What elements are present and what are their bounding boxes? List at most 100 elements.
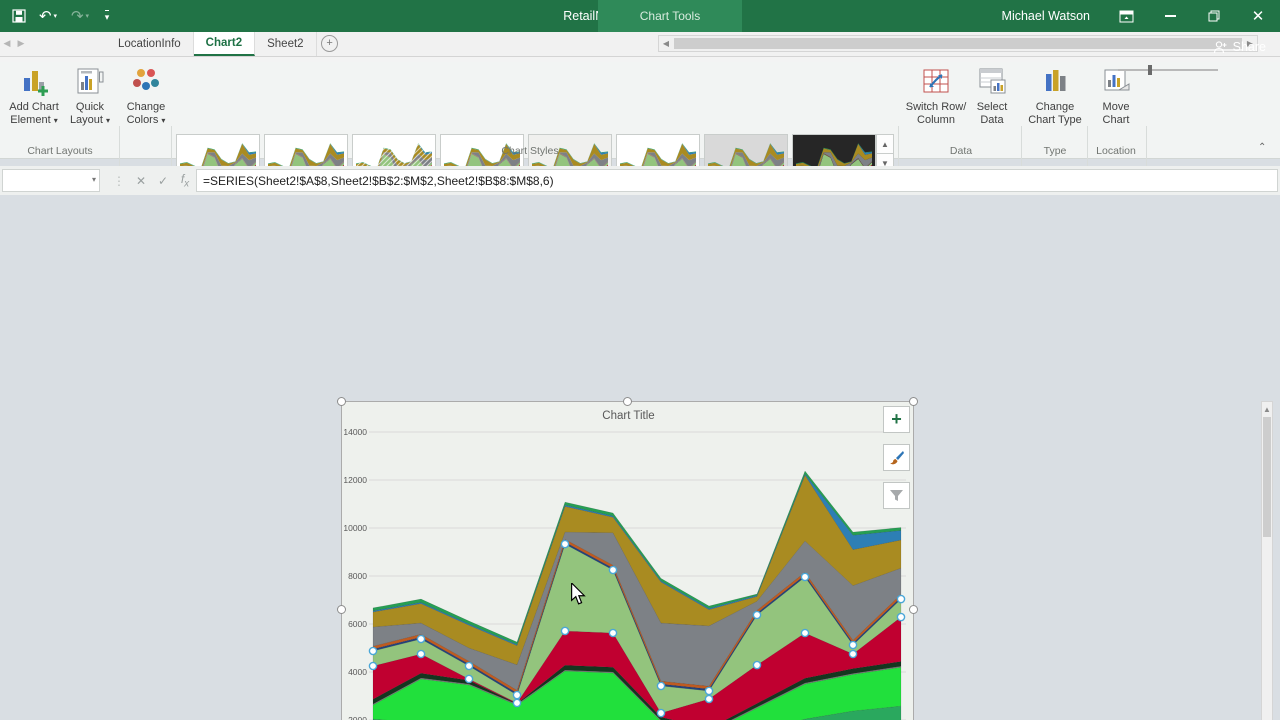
gallery-scroll-up-button[interactable]: ▲ — [876, 134, 894, 154]
series-selection-handle[interactable] — [752, 660, 762, 670]
scroll-up-icon[interactable]: ▲ — [1263, 404, 1271, 414]
chart-tools-context-label: Chart Tools — [598, 0, 742, 32]
name-box[interactable]: ▾ — [2, 169, 100, 192]
collapse-ribbon-button[interactable]: ⌃ — [1258, 142, 1267, 153]
new-sheet-button[interactable]: + — [317, 31, 343, 56]
series-selection-handle[interactable] — [896, 594, 906, 604]
series-selection-handle[interactable] — [848, 640, 858, 650]
zoom-slider-handle[interactable] — [1148, 65, 1153, 75]
move-chart-button[interactable]: Move Chart — [1090, 66, 1142, 158]
group-label-type: Type — [1043, 145, 1067, 157]
chart-title[interactable]: Chart Title — [602, 410, 655, 422]
chart-sheet-area: Chart Title 0200040006000800010000120001… — [0, 195, 1280, 720]
svg-text:12000: 12000 — [343, 475, 367, 485]
series-selection-handle[interactable] — [464, 661, 474, 671]
share-person-icon — [1213, 41, 1227, 54]
series-selection-handle[interactable] — [656, 708, 666, 718]
series-selection-handle[interactable] — [560, 626, 570, 636]
vertical-scroll-thumb[interactable] — [1263, 417, 1271, 537]
name-box-dropdown-icon[interactable]: ▾ — [91, 175, 96, 184]
ribbon: Add Chart Element ▾ Quick Layout ▾ Chang… — [0, 62, 1280, 206]
series-selection-handle[interactable] — [704, 686, 714, 696]
enter-formula-icon[interactable]: ✓ — [157, 173, 169, 188]
chart-frame-handle[interactable] — [909, 605, 918, 614]
series-selection-handle[interactable] — [368, 661, 378, 671]
chart-object[interactable]: Chart Title 0200040006000800010000120001… — [341, 401, 914, 720]
chart-frame-handle[interactable] — [909, 397, 918, 406]
mouse-cursor — [571, 583, 586, 605]
change-chart-type-button[interactable]: Change Chart Type — [1025, 66, 1085, 158]
customize-quick-access-button[interactable]: ▾ — [104, 9, 110, 22]
switch-row-column-button[interactable]: Switch Row/ Column — [905, 66, 967, 158]
svg-text:4000: 4000 — [348, 667, 367, 677]
vertical-scrollbar[interactable]: ▲ ▼ — [1261, 401, 1273, 720]
series-selection-handle[interactable] — [464, 674, 474, 684]
cancel-formula-icon[interactable]: ✕ — [135, 173, 147, 188]
chart-styles-button[interactable] — [883, 444, 910, 471]
series-selection-handle[interactable] — [608, 628, 618, 638]
sheet-tab-chart2[interactable]: Chart2 — [193, 31, 256, 56]
series-selection-handle[interactable] — [560, 539, 570, 549]
paintbrush-icon — [889, 450, 904, 464]
series-selection-handle[interactable] — [896, 612, 906, 622]
switch-row-column-icon — [923, 69, 949, 93]
series-selection-handle[interactable] — [800, 572, 810, 582]
funnel-icon — [890, 490, 903, 501]
scroll-right-icon[interactable]: ▶ — [1246, 39, 1254, 48]
insert-function-icon[interactable]: fx — [180, 171, 190, 190]
change-chart-type-icon — [1046, 70, 1066, 91]
share-button[interactable]: Share — [1213, 32, 1266, 62]
area-series-pen-3[interactable] — [372, 470, 902, 645]
series-selection-handle[interactable] — [608, 565, 618, 575]
series-selection-handle[interactable] — [704, 694, 714, 704]
group-label-chart-layouts: Chart Layouts — [27, 145, 93, 157]
undo-button[interactable]: ↶ ▾ — [38, 8, 58, 25]
sheet-tab-locationinfo[interactable]: LocationInfo — [106, 31, 194, 56]
scroll-left-icon[interactable]: ◀ — [662, 39, 670, 48]
horizontal-scroll-thumb[interactable] — [674, 38, 1242, 49]
restore-button[interactable] — [1192, 0, 1236, 32]
minimize-button[interactable] — [1148, 0, 1192, 32]
sheet-nav-prev-icon[interactable]: ◀ — [3, 38, 11, 48]
chart-frame-handle[interactable] — [337, 605, 346, 614]
series-selection-handle[interactable] — [416, 649, 426, 659]
area-series-mtf-shirt-1[interactable] — [372, 705, 902, 720]
chart-filters-button[interactable] — [883, 482, 910, 509]
series-selection-handle[interactable] — [512, 690, 522, 700]
user-name[interactable]: Michael Watson — [1001, 9, 1090, 23]
svg-text:10000: 10000 — [343, 523, 367, 533]
series-selection-handle[interactable] — [656, 681, 666, 691]
chart-add-elements-button[interactable]: + — [883, 406, 910, 433]
close-button[interactable]: ✕ — [1251, 8, 1265, 25]
sheet-tab-sheet2[interactable]: Sheet2 — [255, 31, 317, 56]
quick-layout-icon — [77, 68, 104, 94]
horizontal-scrollbar[interactable]: ◀ ▶ — [658, 35, 1258, 52]
chart-frame-handle[interactable] — [623, 397, 632, 406]
sheet-nav-next-icon[interactable]: ▶ — [17, 38, 25, 48]
add-chart-element-button[interactable]: Add Chart Element ▾ — [4, 66, 64, 158]
formula-input[interactable]: =SERIES(Sheet2!$A$8,Sheet2!$B$2:$M$2,She… — [196, 169, 1278, 192]
series-selection-handle[interactable] — [416, 634, 426, 644]
series-selection-handle[interactable] — [512, 698, 522, 708]
group-label-data: Data — [949, 145, 973, 157]
formula-separator: ⋮ — [113, 173, 125, 188]
zoom-slider[interactable] — [1118, 65, 1219, 75]
sheet-tab-bar: ◀ ▶ LocationInfo Chart2 Sheet2 + ◀ ▶ — [0, 30, 1280, 56]
group-label-location: Location — [1096, 145, 1136, 157]
series-selection-handle[interactable] — [848, 649, 858, 659]
series-selection-handle[interactable] — [368, 646, 378, 656]
svg-text:2000: 2000 — [348, 715, 367, 720]
series-selection-handle[interactable] — [800, 628, 810, 638]
quick-layout-button[interactable]: Quick Layout ▾ — [64, 66, 116, 158]
save-button[interactable] — [6, 4, 32, 28]
series-selection-handle[interactable] — [752, 610, 762, 620]
stacked-area-plot[interactable]: 02000400060008000100001200014000JanFebMa… — [342, 402, 913, 720]
redo-button[interactable]: ↷ ▾ — [70, 8, 90, 25]
formula-bar: ▾ ⋮ ✕ ✓ fx =SERIES(Sheet2!$A$8,Sheet2!$B… — [0, 166, 1280, 196]
chart-frame-handle[interactable] — [337, 397, 346, 406]
change-colors-button[interactable]: Change Colors ▾ — [122, 66, 170, 158]
svg-text:14000: 14000 — [343, 427, 367, 437]
select-data-button[interactable]: Select Data — [969, 66, 1015, 158]
ribbon-display-options-button[interactable] — [1104, 0, 1148, 32]
